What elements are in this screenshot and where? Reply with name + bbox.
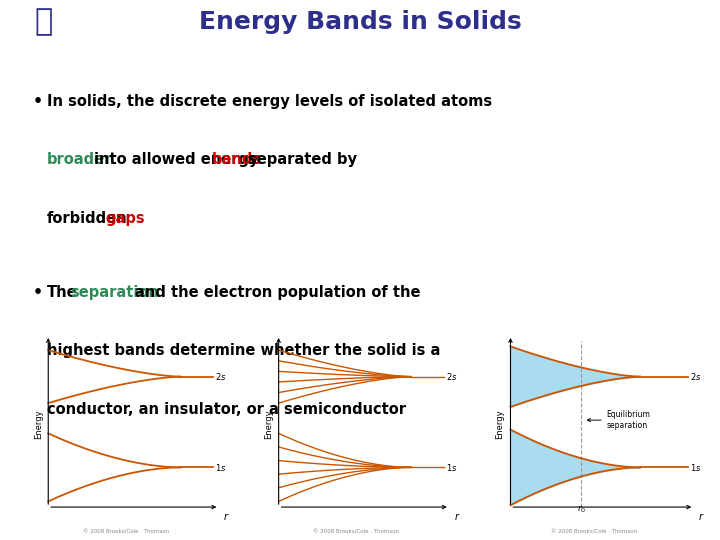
Text: $r$: $r$	[698, 511, 705, 522]
Text: © 2008 Brooks/Cole · Thomson: © 2008 Brooks/Cole · Thomson	[83, 530, 169, 535]
Text: $r_0$: $r_0$	[577, 503, 586, 515]
Text: gaps: gaps	[106, 211, 145, 226]
Text: broaden: broaden	[47, 152, 115, 167]
Text: 1$s$: 1$s$	[690, 462, 701, 473]
Text: into allowed energy: into allowed energy	[94, 152, 258, 167]
Text: $r$: $r$	[454, 511, 460, 522]
Text: $r$: $r$	[223, 511, 230, 522]
Text: •: •	[32, 94, 42, 109]
Text: separation: separation	[71, 285, 159, 300]
Text: highest bands determine whether the solid is a: highest bands determine whether the soli…	[47, 343, 440, 358]
Text: forbidden: forbidden	[47, 211, 127, 226]
Text: Energy: Energy	[264, 409, 274, 438]
Text: The: The	[47, 285, 78, 300]
Text: and the electron population of the: and the electron population of the	[135, 285, 421, 300]
Text: 2$s$: 2$s$	[215, 371, 227, 382]
Text: Energy: Energy	[495, 409, 505, 438]
Text: Energy: Energy	[34, 409, 43, 438]
Text: •: •	[32, 285, 42, 300]
Text: Energy Bands in Solids: Energy Bands in Solids	[199, 10, 521, 34]
Text: Equilibrium
separation: Equilibrium separation	[588, 410, 650, 430]
Text: conductor, an insulator, or a semiconductor: conductor, an insulator, or a semiconduc…	[47, 402, 406, 417]
Text: © 2008 Brooks/Cole · Thomson: © 2008 Brooks/Cole · Thomson	[551, 530, 637, 535]
Text: 2$s$: 2$s$	[690, 371, 701, 382]
Text: bands: bands	[212, 152, 262, 167]
Text: 2$s$: 2$s$	[446, 371, 457, 382]
Text: 1$s$: 1$s$	[215, 462, 227, 473]
Text: In solids, the discrete energy levels of isolated atoms: In solids, the discrete energy levels of…	[47, 94, 492, 109]
Text: separated by: separated by	[248, 152, 356, 167]
Text: 1$s$: 1$s$	[446, 462, 457, 473]
Text: © 2008 Brooks/Cole · Thomson: © 2008 Brooks/Cole · Thomson	[313, 530, 400, 535]
Text: 🦎: 🦎	[34, 6, 53, 36]
